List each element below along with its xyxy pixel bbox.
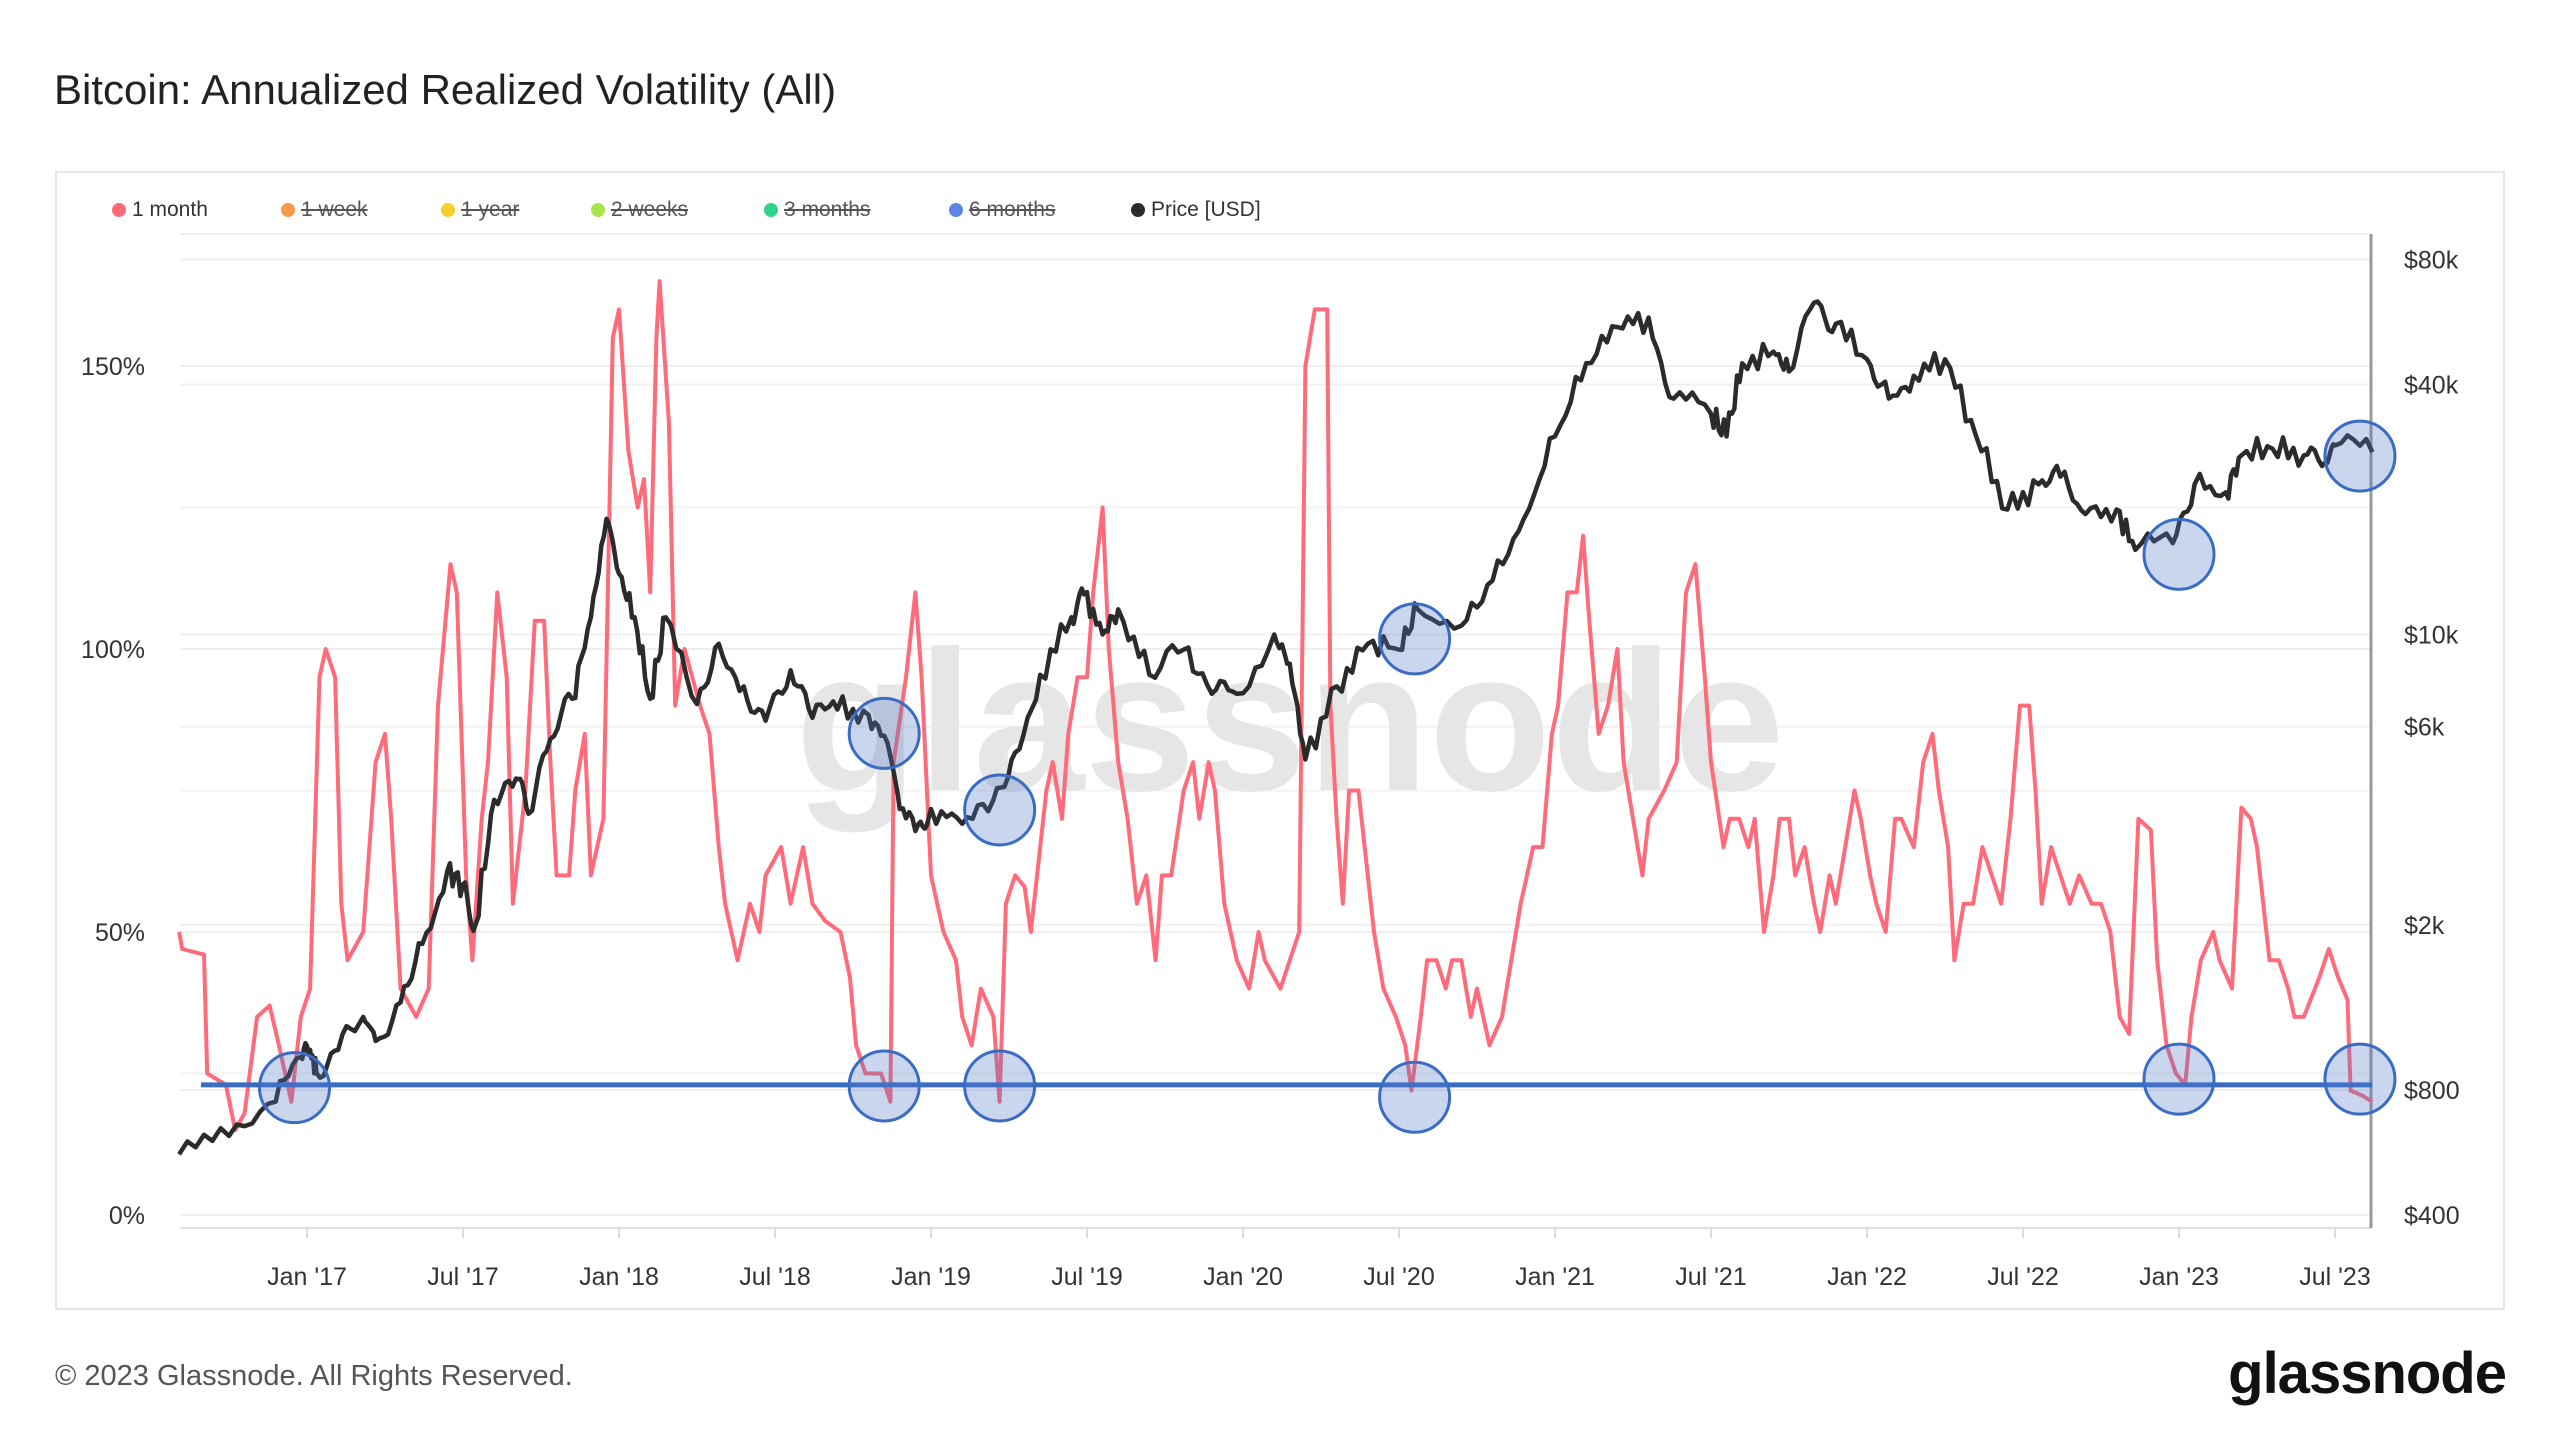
y-right-tick-label: $40k <box>2404 372 2459 400</box>
y-right-tick-label: $80k <box>2404 247 2459 275</box>
legend-item-2-weeks[interactable]: 2 weeks <box>591 198 688 222</box>
highlight-circle <box>963 1049 1037 1123</box>
y-left-tick-label: 0% <box>109 1202 145 1230</box>
legend-label: 2 weeks <box>611 198 689 221</box>
y-right-tick-label: $2k <box>2404 912 2445 940</box>
legend-item-price[interactable]: Price [USD] <box>1131 198 1261 222</box>
x-tick-label: Jan '18 <box>579 1263 659 1291</box>
legend-item-3-months[interactable]: 3 months <box>764 198 870 222</box>
highlight-circle <box>2142 1042 2216 1116</box>
x-tick-label: Jul '21 <box>1675 1263 1746 1291</box>
legend-label: 6 months <box>969 198 1056 221</box>
y-right-tick-label: $400 <box>2404 1202 2460 1230</box>
legend-dot-icon <box>1131 203 1145 217</box>
watermark-text: glassnode <box>795 610 1784 833</box>
chart-frame <box>55 171 2505 1310</box>
gridlines <box>180 233 2371 1216</box>
x-tick-label: Jan '22 <box>1827 1263 1907 1291</box>
x-tick-label: Jul '19 <box>1051 1263 1122 1291</box>
y-left-tick-label: 50% <box>95 919 145 947</box>
x-tick-label: Jan '17 <box>267 1263 347 1291</box>
highlight-circle <box>2142 517 2216 591</box>
x-tick-label: Jul '20 <box>1363 1263 1434 1291</box>
x-tick-label: Jan '20 <box>1203 1263 1283 1291</box>
legend-item-1-year[interactable]: 1 year <box>441 198 519 222</box>
y-right-tick-label: $800 <box>2404 1077 2460 1105</box>
highlight-circle <box>963 773 1037 847</box>
x-tick-label: Jul '17 <box>427 1263 498 1291</box>
copyright-footer: © 2023 Glassnode. All Rights Reserved. <box>55 1360 573 1392</box>
y-right-tick-label: $6k <box>2404 714 2445 742</box>
legend-dot-icon <box>764 203 778 217</box>
x-tick-label: Jul '18 <box>739 1263 810 1291</box>
highlight-circle <box>1378 602 1452 676</box>
x-tick-label: Jan '21 <box>1515 1263 1595 1291</box>
legend-dot-icon <box>112 203 126 217</box>
highlight-circle <box>2323 419 2397 493</box>
x-tick-label: Jul '22 <box>1987 1263 2058 1291</box>
legend-label: 1 week <box>301 198 368 221</box>
series-line-price <box>177 299 2375 1156</box>
legend-label: 1 year <box>461 198 520 221</box>
y-right-tick-label: $10k <box>2404 622 2459 650</box>
legend-label: 1 month <box>132 198 208 221</box>
highlight-circle <box>847 1049 921 1123</box>
glassnode-logo[interactable]: glassnode <box>2228 1341 2507 1406</box>
x-tick-label: Jul '23 <box>2299 1263 2370 1291</box>
chart-title: Bitcoin: Annualized Realized Volatility … <box>54 66 837 113</box>
legend-label: Price [USD] <box>1151 198 1261 221</box>
legend-item-1-month[interactable]: 1 month <box>112 198 208 222</box>
legend-dot-icon <box>949 203 963 217</box>
legend-item-6-months[interactable]: 6 months <box>949 198 1055 222</box>
legend-label: 3 months <box>784 198 871 221</box>
y-left-tick-label: 150% <box>81 353 145 381</box>
legend-dot-icon <box>441 203 455 217</box>
highlight-circle <box>847 696 921 770</box>
legend-item-1-week[interactable]: 1 week <box>281 198 368 222</box>
x-tick-label: Jan '19 <box>891 1263 971 1291</box>
series-line-1-month <box>177 279 2374 1133</box>
highlight-circle <box>258 1051 332 1125</box>
highlight-circle <box>2323 1042 2397 1116</box>
x-tick-label: Jan '23 <box>2139 1263 2219 1291</box>
legend-dot-icon <box>591 203 605 217</box>
highlight-circle <box>1378 1060 1452 1134</box>
y-left-tick-label: 100% <box>81 636 145 664</box>
legend-dot-icon <box>281 203 295 217</box>
